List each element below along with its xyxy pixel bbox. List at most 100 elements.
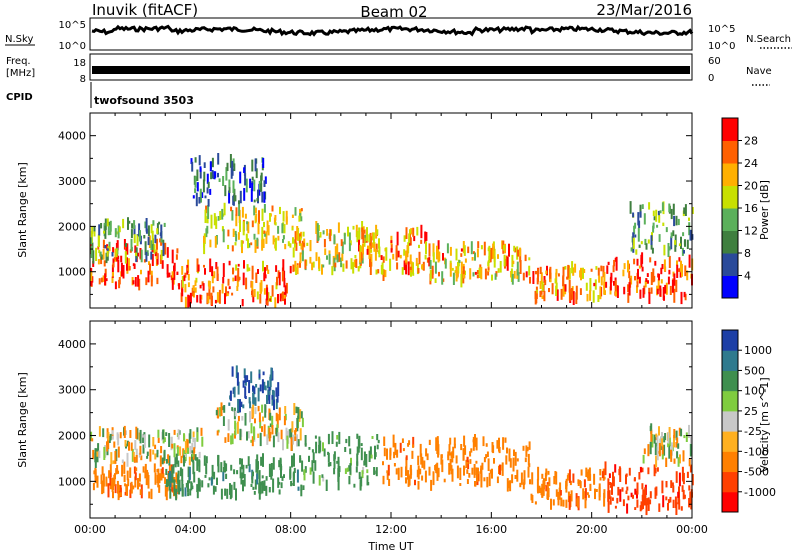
- velocity-cell: [98, 426, 101, 437]
- power-cell: [152, 220, 155, 226]
- velocity-cell: [243, 474, 246, 487]
- power-cell: [312, 261, 315, 268]
- power-cell: [137, 252, 139, 257]
- velocity-cell: [132, 451, 135, 461]
- power-cell: [570, 290, 573, 295]
- velocity-cell: [611, 497, 614, 501]
- velocity-cell: [147, 475, 150, 489]
- velocity-cell: [143, 432, 146, 436]
- velocity-cell: [259, 384, 262, 392]
- power-cell: [256, 237, 259, 247]
- velocity-cell: [205, 456, 208, 464]
- velocity-cell: [661, 480, 664, 494]
- velocity-cell: [388, 478, 391, 486]
- velocity-cell: [366, 475, 369, 486]
- power-cell: [194, 176, 197, 188]
- velocity-cell: [667, 499, 670, 504]
- colorbar-tick-label: 8: [744, 247, 751, 260]
- velocity-heatmap: [90, 365, 694, 516]
- power-cell: [539, 290, 542, 298]
- velocity-cell: [119, 485, 122, 493]
- velocity-cell: [192, 461, 195, 475]
- velocity-cell: [315, 441, 318, 454]
- power-cell: [480, 245, 483, 250]
- velocity-cell: [346, 467, 349, 472]
- velocity-cell: [249, 411, 251, 423]
- power-cell: [436, 245, 438, 260]
- power-cell: [108, 246, 111, 252]
- power-cell: [671, 279, 674, 293]
- power-cell: [222, 229, 225, 243]
- power-cell: [255, 168, 258, 179]
- power-cell: [264, 176, 267, 184]
- power-cell: [460, 273, 463, 288]
- nsky-tick-lo: 10^0: [59, 41, 86, 52]
- power-cell: [568, 279, 571, 293]
- power-cell: [112, 247, 115, 253]
- power-cell: [253, 199, 256, 203]
- velocity-cell: [101, 480, 104, 495]
- colorbar-tick-label: -1000: [744, 486, 776, 499]
- power-cell: [274, 297, 277, 308]
- velocity-cell: [627, 495, 630, 501]
- velocity-cell: [336, 435, 339, 440]
- power-cell: [259, 282, 262, 293]
- velocity-cell: [459, 467, 462, 480]
- velocity-cell: [112, 491, 114, 499]
- power-cell: [264, 233, 267, 237]
- power-cell: [122, 218, 125, 229]
- power-cell: [298, 215, 301, 222]
- velocity-cell: [688, 424, 690, 438]
- power-cell: [462, 263, 465, 269]
- velocity-cell: [538, 485, 541, 494]
- power-cell: [104, 225, 107, 239]
- power-cell: [192, 195, 195, 199]
- power-cell: [146, 250, 149, 256]
- velocity-cell: [449, 437, 452, 445]
- y-tick-label: 2000: [58, 430, 86, 443]
- velocity-cell: [264, 404, 267, 418]
- power-cell: [292, 247, 295, 258]
- power-colorbar-label: Power [dB]: [758, 180, 771, 240]
- power-cell: [226, 292, 229, 297]
- power-cell: [234, 275, 237, 281]
- velocity-cell: [233, 481, 236, 490]
- velocity-cell: [294, 436, 297, 441]
- velocity-cell: [193, 438, 196, 449]
- power-cell: [656, 224, 659, 228]
- velocity-cell: [674, 496, 677, 509]
- velocity-cell: [633, 478, 636, 482]
- power-cell: [535, 294, 538, 304]
- velocity-cell: [220, 488, 223, 500]
- velocity-cell: [254, 479, 257, 490]
- power-cell: [358, 239, 360, 252]
- velocity-cell: [123, 474, 126, 483]
- velocity-cell: [531, 472, 534, 485]
- power-cell: [137, 275, 140, 287]
- power-cell: [222, 263, 225, 277]
- velocity-cell: [452, 446, 455, 459]
- power-cell: [90, 271, 93, 281]
- velocity-cell: [649, 441, 652, 455]
- power-cell: [208, 280, 211, 290]
- velocity-cell: [165, 459, 168, 464]
- power-cell: [329, 229, 332, 242]
- velocity-cell: [632, 494, 634, 499]
- velocity-cell: [663, 436, 666, 443]
- power-cell: [604, 290, 606, 295]
- velocity-cell: [661, 432, 663, 441]
- velocity-cell: [167, 454, 170, 463]
- nave-label: Nave: [746, 66, 772, 77]
- velocity-cell: [108, 435, 111, 443]
- velocity-cell: [394, 442, 397, 454]
- power-cell: [277, 235, 280, 241]
- velocity-cell: [437, 448, 440, 458]
- power-cell: [653, 216, 656, 221]
- power-cell: [263, 180, 266, 187]
- power-cell: [462, 266, 465, 275]
- power-cell: [240, 240, 243, 247]
- power-cell: [227, 278, 230, 286]
- velocity-cell: [277, 432, 280, 443]
- power-cell: [680, 236, 682, 249]
- velocity-cell: [544, 472, 547, 481]
